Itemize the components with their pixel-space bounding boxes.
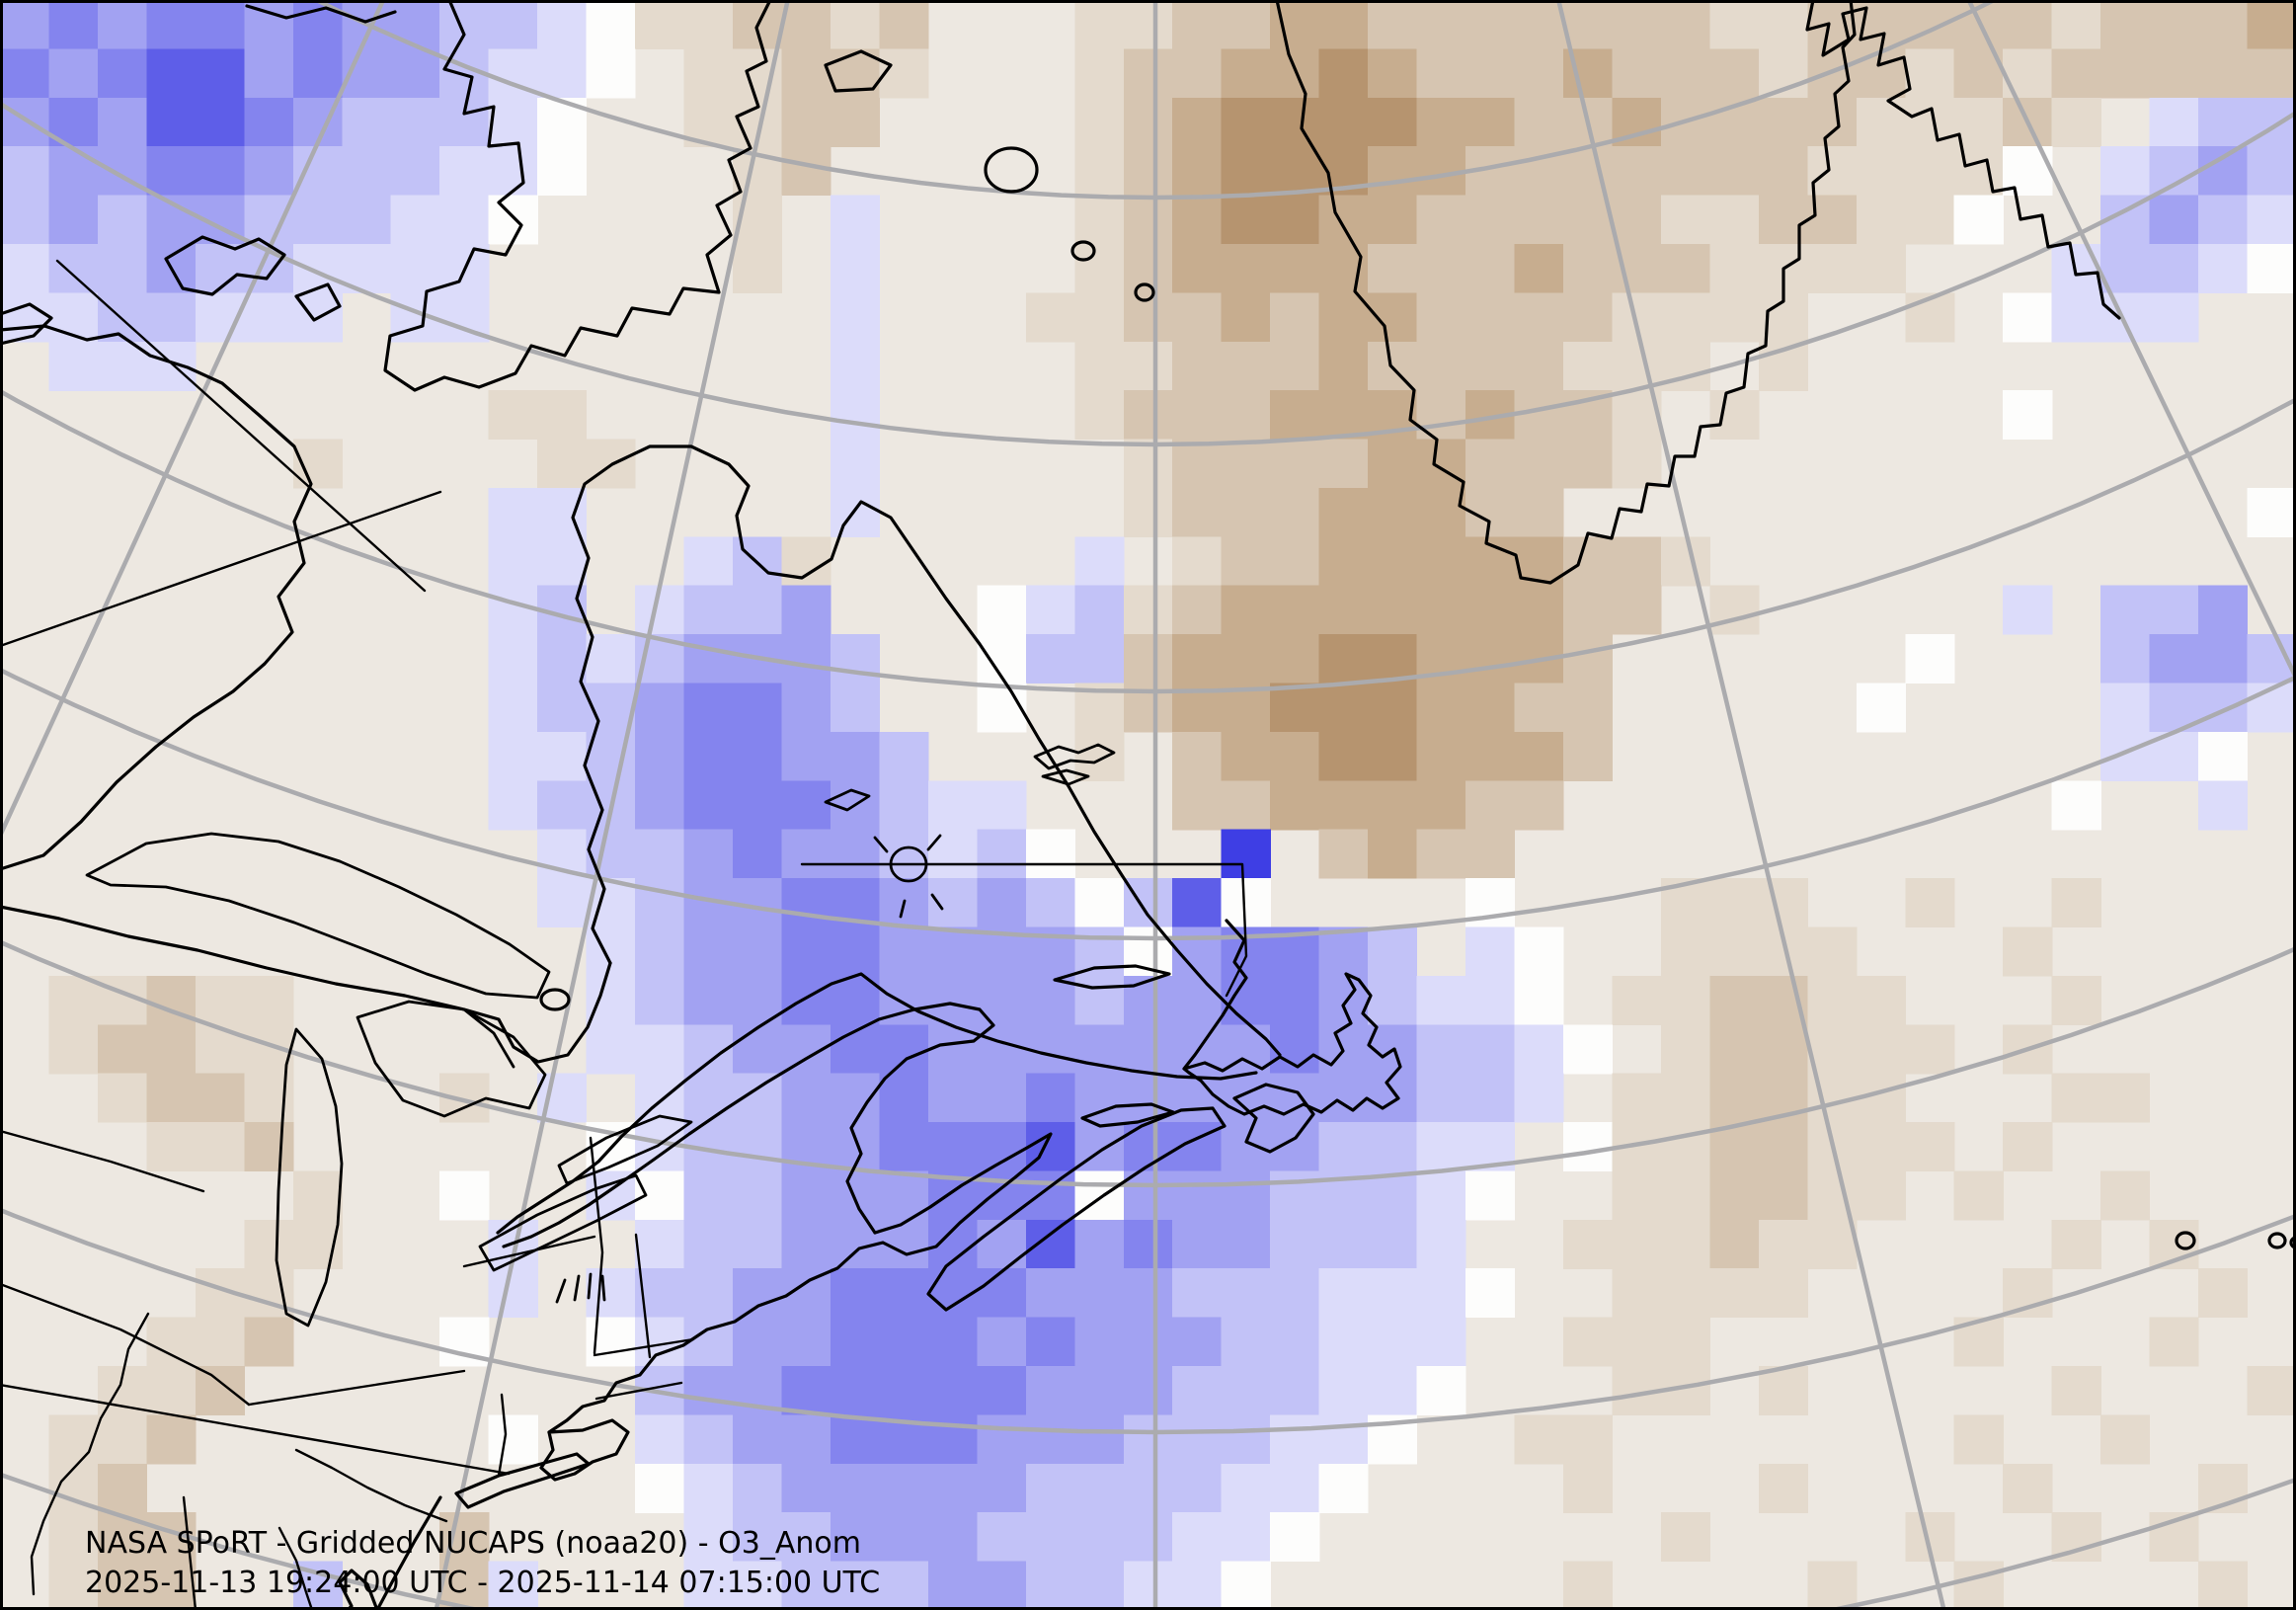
map-title-line2: 2025-11-13 19:24:00 UTC - 2025-11-14 07:… <box>85 1566 880 1600</box>
lake-layer <box>85 743 1116 1328</box>
border-layer <box>0 259 1248 1610</box>
map-title-line1: NASA SPoRT - Gridded NUCAPS (noaa20) - O… <box>85 1526 861 1561</box>
